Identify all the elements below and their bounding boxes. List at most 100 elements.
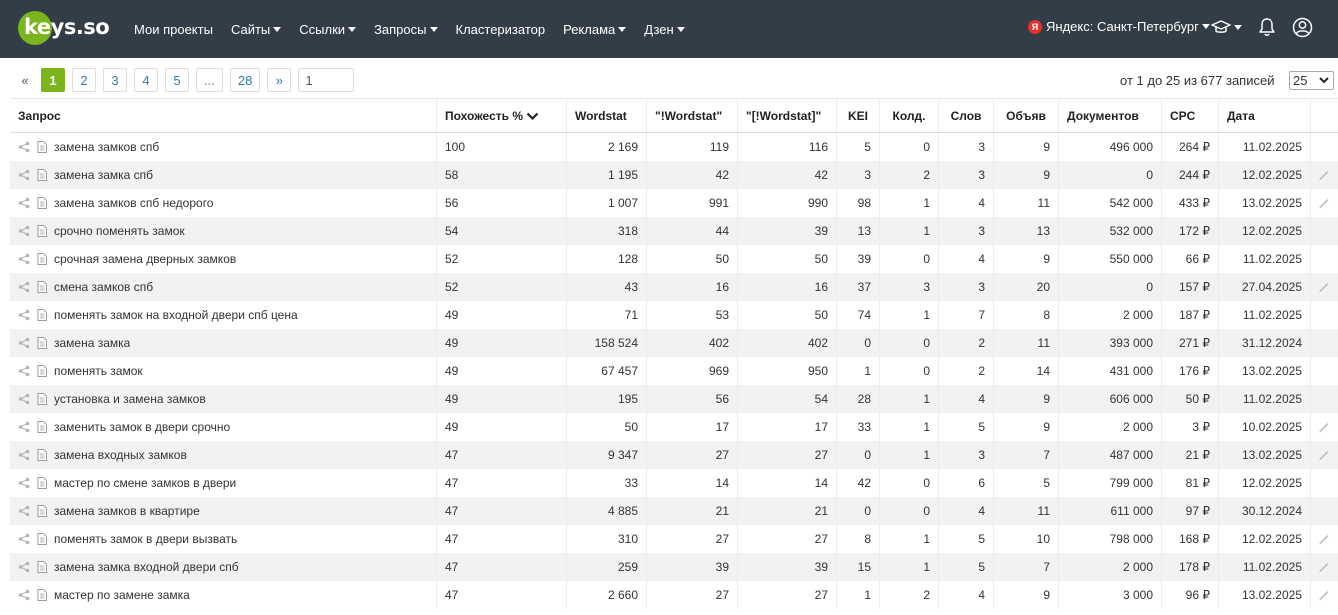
document-icon[interactable] — [37, 477, 47, 489]
col-documents[interactable]: Документов — [1058, 98, 1161, 133]
pagination-prev[interactable]: « — [13, 68, 37, 92]
share-icon[interactable] — [18, 589, 30, 601]
table-row[interactable]: установка и замена замков 49 195 56 54 2… — [10, 385, 1338, 413]
region-selector[interactable]: Я Яндекс: Санкт-Петербург — [1028, 19, 1210, 34]
query-text[interactable]: замена замка входной двери спб — [54, 560, 239, 574]
share-icon[interactable] — [18, 281, 30, 293]
pagination-page-28[interactable]: 28 — [229, 68, 261, 92]
table-row[interactable]: заменить замок в двери срочно 49 50 17 1… — [10, 413, 1338, 441]
per-page-select[interactable]: 25 — [1289, 71, 1334, 90]
document-icon[interactable] — [37, 281, 47, 293]
nav-item-my-projects[interactable]: Мои проекты — [134, 21, 213, 37]
query-text[interactable]: мастер по смене замков в двери — [54, 476, 237, 490]
query-text[interactable]: заменить замок в двери срочно — [54, 420, 231, 434]
share-icon[interactable] — [18, 477, 30, 489]
share-icon[interactable] — [18, 393, 30, 405]
query-text[interactable]: поменять замок в двери вызвать — [54, 532, 238, 546]
document-icon[interactable] — [37, 337, 47, 349]
col-ads[interactable]: Объяв — [993, 98, 1058, 133]
document-icon[interactable] — [37, 533, 47, 545]
document-icon[interactable] — [37, 197, 47, 209]
document-icon[interactable] — [37, 225, 47, 237]
table-row[interactable]: замена замков спб недорого 56 1 007 991 … — [10, 189, 1338, 217]
query-text[interactable]: замена замка спб — [54, 168, 154, 182]
table-row[interactable]: срочная замена дверных замков 52 128 50 … — [10, 245, 1338, 273]
share-icon[interactable] — [18, 533, 30, 545]
table-row[interactable]: замена замков спб 100 2 169 119 116 5 0 … — [10, 133, 1338, 161]
magic-wand-icon[interactable] — [1319, 168, 1330, 182]
share-icon[interactable] — [18, 141, 30, 153]
table-row[interactable]: замена замка входной двери спб 47 259 39… — [10, 553, 1338, 581]
col-words[interactable]: Слов — [938, 98, 993, 133]
query-text[interactable]: замена замков в квартире — [54, 504, 200, 518]
query-text[interactable]: смена замков спб — [54, 280, 154, 294]
magic-wand-icon[interactable] — [1319, 280, 1330, 294]
magic-wand-icon[interactable] — [1319, 196, 1330, 210]
share-icon[interactable] — [18, 449, 30, 461]
query-text[interactable]: замена замков спб недорого — [54, 196, 214, 210]
table-row[interactable]: поменять замок 49 67 457 969 950 1 0 2 1… — [10, 357, 1338, 385]
query-text[interactable]: замена замка — [54, 336, 131, 350]
pagination-page-5[interactable]: 5 — [165, 68, 189, 92]
col-wordstat-order[interactable]: "[!Wordstat]" — [737, 98, 836, 133]
query-text[interactable]: срочно поменять замок — [54, 224, 185, 238]
col-date[interactable]: Дата — [1218, 98, 1310, 133]
nav-item-ads[interactable]: Реклама — [563, 22, 627, 37]
document-icon[interactable] — [37, 253, 47, 265]
document-icon[interactable] — [37, 589, 47, 601]
magic-wand-icon[interactable] — [1319, 420, 1330, 434]
share-icon[interactable] — [18, 197, 30, 209]
goto-page-input[interactable] — [298, 68, 355, 92]
col-cpc[interactable]: CPC — [1161, 98, 1218, 133]
query-text[interactable]: замена замков спб — [54, 140, 160, 154]
document-icon[interactable] — [37, 393, 47, 405]
magic-wand-icon[interactable] — [1319, 588, 1330, 602]
table-row[interactable]: замена замка 49 158 524 402 402 0 0 2 11… — [10, 329, 1338, 357]
nav-item-dzen[interactable]: Дзен — [644, 22, 685, 37]
nav-item-links[interactable]: Ссылки — [299, 22, 357, 37]
document-icon[interactable] — [37, 505, 47, 517]
keys-so-logo[interactable]: keys.so — [18, 11, 110, 45]
table-row[interactable]: поменять замок на входной двери спб цена… — [10, 301, 1338, 329]
share-icon[interactable] — [18, 505, 30, 517]
document-icon[interactable] — [37, 561, 47, 573]
table-row[interactable]: замена замка спб 58 1 195 42 42 3 2 3 9 … — [10, 161, 1338, 189]
share-icon[interactable] — [18, 169, 30, 181]
document-icon[interactable] — [37, 169, 47, 181]
share-icon[interactable] — [18, 337, 30, 349]
magic-wand-icon[interactable] — [1319, 560, 1330, 574]
nav-item-clusterizer[interactable]: Кластеризатор — [455, 21, 546, 37]
share-icon[interactable] — [18, 365, 30, 377]
document-icon[interactable] — [37, 449, 47, 461]
notifications-button[interactable] — [1258, 16, 1276, 38]
user-profile-button[interactable] — [1292, 16, 1313, 38]
share-icon[interactable] — [18, 225, 30, 237]
col-wordstat-exact[interactable]: "!Wordstat" — [646, 98, 737, 133]
share-icon[interactable] — [18, 421, 30, 433]
table-row[interactable]: мастер по смене замков в двери 47 33 14 … — [10, 469, 1338, 497]
col-wordstat[interactable]: Wordstat — [566, 98, 646, 133]
share-icon[interactable] — [18, 309, 30, 321]
document-icon[interactable] — [37, 365, 47, 377]
query-text[interactable]: замена входных замков — [54, 448, 187, 462]
query-text[interactable]: срочная замена дверных замков — [54, 252, 237, 266]
table-row[interactable]: замена входных замков 47 9 347 27 27 0 1… — [10, 441, 1338, 469]
table-row[interactable]: замена замков в квартире 47 4 885 21 21 … — [10, 497, 1338, 525]
query-text[interactable]: поменять замок — [54, 364, 143, 378]
table-row[interactable]: срочно поменять замок 54 318 44 39 13 1 … — [10, 217, 1338, 245]
education-menu[interactable] — [1211, 16, 1242, 38]
document-icon[interactable] — [37, 309, 47, 321]
share-icon[interactable] — [18, 561, 30, 573]
table-row[interactable]: мастер по замене замка 47 2 660 27 27 1 … — [10, 581, 1338, 609]
pagination-page-1[interactable]: 1 — [41, 68, 65, 92]
pagination-page-3[interactable]: 3 — [103, 68, 127, 92]
nav-item-sites[interactable]: Сайты — [231, 22, 282, 37]
pagination-page-2[interactable]: 2 — [72, 68, 96, 92]
share-icon[interactable] — [18, 253, 30, 265]
query-text[interactable]: установка и замена замков — [54, 392, 206, 406]
document-icon[interactable] — [37, 141, 47, 153]
magic-wand-icon[interactable] — [1319, 448, 1330, 462]
col-similarity[interactable]: Похожесть % — [436, 98, 566, 133]
document-icon[interactable] — [37, 421, 47, 433]
pagination-next[interactable]: » — [267, 68, 292, 92]
